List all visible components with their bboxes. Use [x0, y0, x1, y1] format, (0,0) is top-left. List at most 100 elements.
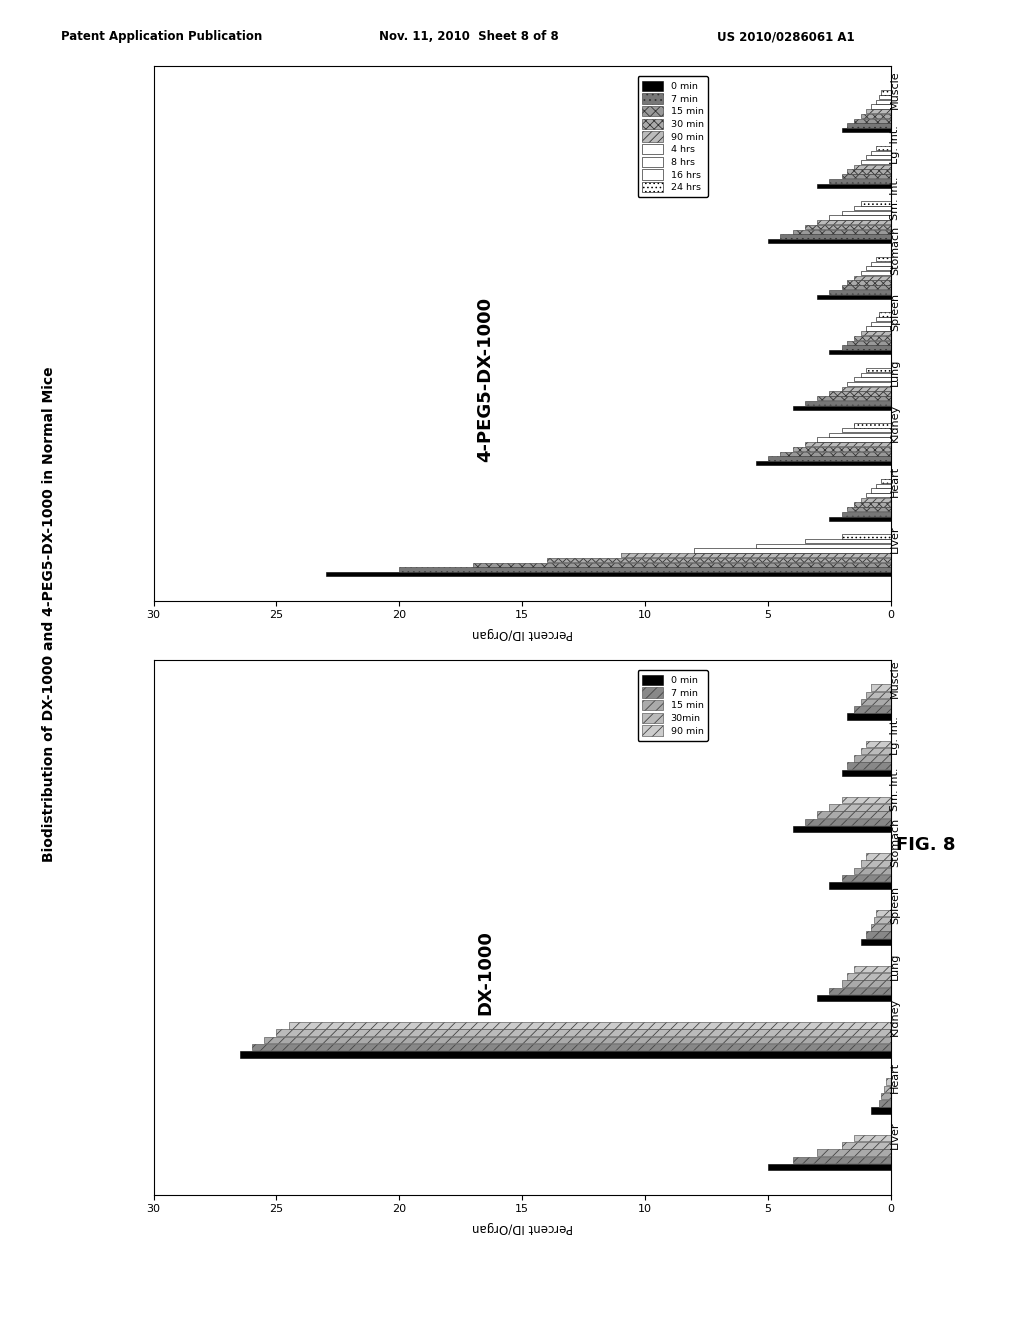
Bar: [240, 1051, 891, 1057]
Bar: [854, 165, 891, 169]
Bar: [881, 1093, 891, 1100]
Bar: [854, 335, 891, 341]
Bar: [866, 492, 891, 498]
Bar: [854, 424, 891, 428]
Bar: [847, 169, 891, 174]
Bar: [879, 95, 891, 99]
Bar: [854, 867, 891, 874]
Bar: [873, 917, 891, 923]
Bar: [756, 544, 891, 548]
Bar: [854, 755, 891, 762]
Bar: [842, 428, 891, 432]
Bar: [829, 350, 891, 354]
Bar: [793, 405, 891, 409]
Bar: [817, 1150, 891, 1156]
Text: Nov. 11, 2010  Sheet 8 of 8: Nov. 11, 2010 Sheet 8 of 8: [379, 30, 559, 44]
Bar: [399, 568, 891, 572]
Bar: [866, 326, 891, 331]
Bar: [842, 211, 891, 215]
Bar: [861, 939, 891, 945]
Bar: [879, 1100, 891, 1106]
Bar: [829, 290, 891, 294]
Bar: [842, 797, 891, 804]
Bar: [547, 558, 891, 562]
Bar: [264, 1036, 891, 1043]
Bar: [842, 875, 891, 882]
Bar: [817, 220, 891, 224]
Bar: [879, 313, 891, 317]
Bar: [861, 748, 891, 755]
Bar: [871, 488, 891, 492]
Bar: [866, 368, 891, 372]
Text: 4-PEG5-DX-1000: 4-PEG5-DX-1000: [476, 297, 495, 462]
Bar: [854, 206, 891, 210]
Bar: [829, 178, 891, 183]
Bar: [793, 230, 891, 234]
Text: Patent Application Publication: Patent Application Publication: [61, 30, 263, 44]
Bar: [871, 150, 891, 154]
Bar: [854, 378, 891, 381]
Bar: [847, 507, 891, 511]
Bar: [861, 160, 891, 164]
Legend: 0 min, 7 min, 15 min, 30 min, 90 min, 4 hrs, 8 hrs, 16 hrs, 24 hrs: 0 min, 7 min, 15 min, 30 min, 90 min, 4 …: [638, 77, 709, 197]
Bar: [829, 516, 891, 521]
Bar: [861, 271, 891, 275]
Bar: [805, 818, 891, 825]
Bar: [817, 396, 891, 400]
Bar: [842, 535, 891, 539]
Bar: [866, 156, 891, 160]
Bar: [842, 174, 891, 178]
Bar: [847, 713, 891, 719]
Bar: [768, 457, 891, 461]
Bar: [877, 909, 891, 916]
Bar: [817, 437, 891, 442]
Bar: [854, 119, 891, 123]
Text: Biodistribution of DX-1000 and 4-PEG5-DX-1000 in Normal Mice: Biodistribution of DX-1000 and 4-PEG5-DX…: [42, 366, 56, 862]
Bar: [793, 1156, 891, 1163]
Bar: [842, 981, 891, 987]
Bar: [884, 1086, 891, 1092]
Bar: [877, 257, 891, 261]
Bar: [842, 512, 891, 516]
Bar: [793, 447, 891, 451]
Bar: [886, 1078, 891, 1085]
Bar: [621, 553, 891, 557]
Bar: [842, 346, 891, 350]
Bar: [854, 276, 891, 280]
Text: FIG. 8: FIG. 8: [896, 836, 955, 854]
Bar: [780, 235, 891, 239]
Bar: [805, 224, 891, 230]
Bar: [871, 322, 891, 326]
Bar: [473, 562, 891, 566]
Bar: [829, 433, 891, 437]
Bar: [861, 372, 891, 376]
Bar: [252, 1044, 891, 1051]
Bar: [861, 861, 891, 867]
X-axis label: Percent ID/Organ: Percent ID/Organ: [472, 627, 572, 640]
Bar: [854, 706, 891, 713]
Bar: [326, 572, 891, 577]
Bar: [829, 804, 891, 810]
Bar: [768, 1164, 891, 1171]
Bar: [847, 381, 891, 387]
Bar: [866, 267, 891, 271]
Bar: [829, 392, 891, 396]
Bar: [861, 331, 891, 335]
Bar: [805, 442, 891, 446]
Bar: [871, 104, 891, 108]
Bar: [871, 924, 891, 931]
Text: US 2010/0286061 A1: US 2010/0286061 A1: [717, 30, 854, 44]
Bar: [694, 549, 891, 553]
Bar: [847, 280, 891, 285]
Bar: [866, 110, 891, 114]
Bar: [756, 461, 891, 465]
Bar: [780, 451, 891, 455]
Bar: [768, 239, 891, 243]
Bar: [829, 987, 891, 994]
Bar: [861, 698, 891, 705]
Bar: [881, 479, 891, 483]
Bar: [861, 202, 891, 206]
Bar: [854, 966, 891, 973]
Bar: [276, 1030, 891, 1036]
Bar: [817, 995, 891, 1002]
